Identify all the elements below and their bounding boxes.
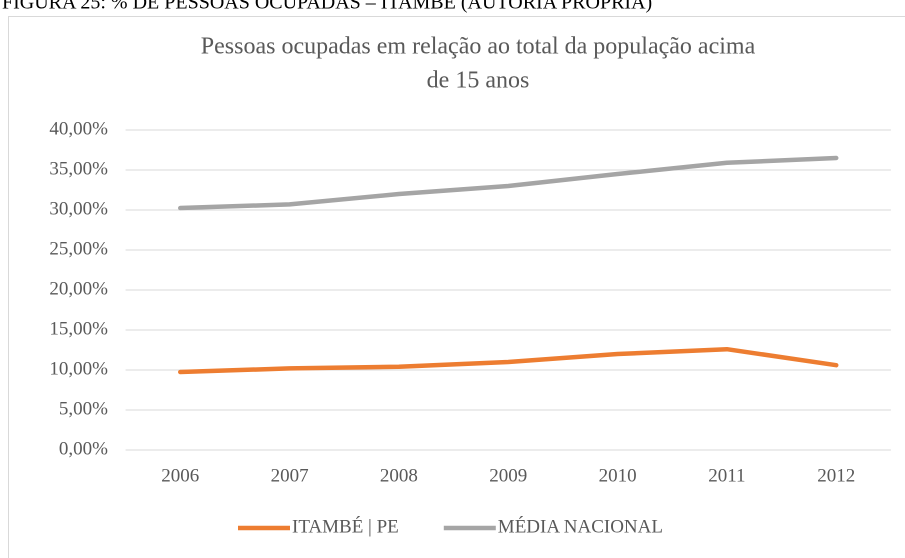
x-tick-label: 2007 — [271, 465, 309, 486]
x-tick-label: 2012 — [817, 465, 855, 486]
y-tick-label: 30,00% — [49, 198, 108, 219]
line — [178, 346, 839, 375]
chart-title: Pessoas ocupadas em relação ao total da … — [201, 34, 756, 60]
x-tick-label: 2008 — [380, 465, 418, 486]
y-tick-label: 5,00% — [59, 398, 108, 419]
y-tick-label: 15,00% — [49, 318, 108, 339]
y-tick-label: 10,00% — [49, 358, 108, 379]
y-tick-label: 35,00% — [49, 158, 108, 179]
y-tick-label: 0,00% — [59, 438, 108, 459]
y-tick-label: 20,00% — [49, 278, 108, 299]
x-tick-label: 2006 — [161, 465, 199, 486]
legend-label: MÉDIA NACIONAL — [498, 515, 663, 537]
line — [178, 155, 839, 211]
x-tick-label: 2010 — [599, 465, 637, 486]
y-tick-label: 40,00% — [49, 118, 108, 139]
x-tick-label: 2009 — [489, 465, 527, 486]
chart-title: de 15 anos — [427, 68, 530, 94]
chart-frame — [8, 16, 905, 558]
y-tick-label: 25,00% — [49, 238, 108, 259]
legend-label: ITAMBÉ | PE — [292, 515, 399, 537]
x-tick-label: 2011 — [708, 465, 745, 486]
caption: FIGURA 25: % DE PESSOAS OCUPADAS – ITAMB… — [2, 0, 652, 14]
